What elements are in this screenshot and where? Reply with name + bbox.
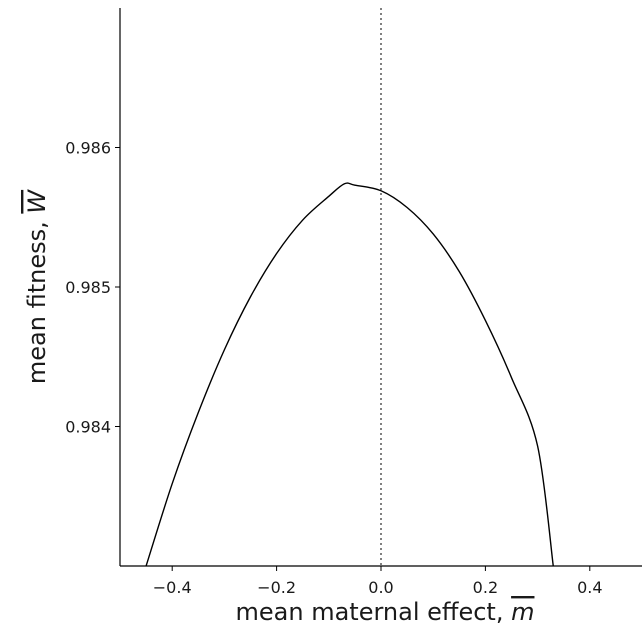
- y-axis-label: mean fitness, W: [23, 189, 51, 384]
- x-tick-label: 0.2: [473, 578, 498, 597]
- y-tick-label: 0.984: [65, 418, 111, 437]
- y-axis-label-text: mean fitness,: [23, 214, 51, 384]
- y-tick-label: 0.986: [65, 139, 111, 158]
- x-tick-label: 0.4: [577, 578, 602, 597]
- x-tick-label: −0.4: [153, 578, 192, 597]
- plot-area: −0.4 −0.2 0.0 0.2 0.4 0.984 0.985 0.986: [65, 8, 642, 597]
- y-tick-label: 0.985: [65, 278, 111, 297]
- x-ticks: −0.4 −0.2 0.0 0.2 0.4: [153, 566, 603, 597]
- x-tick-label: 0.0: [368, 578, 393, 597]
- x-axis-label-symbol: m: [511, 598, 534, 626]
- x-axis-label-text: mean maternal effect,: [236, 598, 512, 626]
- x-axis-label: mean maternal effect, m: [236, 598, 535, 626]
- y-axis-label-symbol: W: [23, 189, 51, 214]
- fitness-curve: [145, 182, 554, 567]
- y-ticks: 0.984 0.985 0.986: [65, 139, 120, 437]
- x-tick-label: −0.2: [257, 578, 296, 597]
